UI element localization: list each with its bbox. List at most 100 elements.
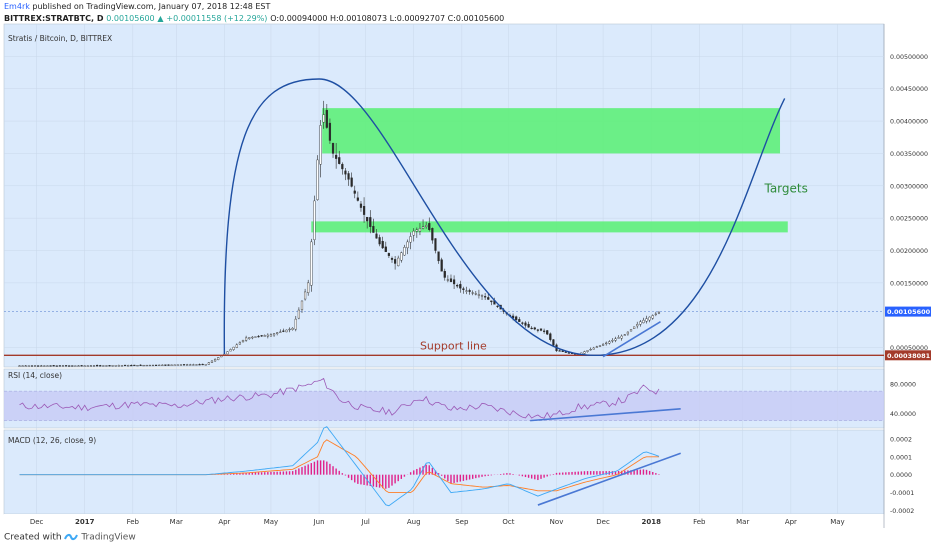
candle-body bbox=[117, 365, 120, 367]
x-tick-label: Dec bbox=[30, 518, 44, 526]
candle-body bbox=[294, 318, 297, 330]
x-tick-label: Nov bbox=[550, 518, 564, 526]
candle-body bbox=[425, 225, 428, 228]
candle-body bbox=[552, 339, 555, 346]
candle-body bbox=[83, 365, 86, 367]
candle-body bbox=[480, 295, 484, 297]
candle-body bbox=[123, 364, 127, 367]
candle-body bbox=[238, 342, 242, 345]
candle-body bbox=[201, 363, 204, 366]
x-tick-label: Apr bbox=[785, 518, 797, 526]
up-arrow-icon: ▲ bbox=[157, 14, 164, 23]
projection-curve bbox=[223, 78, 786, 357]
macd-pane-bg bbox=[3, 429, 885, 515]
candle-body bbox=[154, 364, 158, 366]
tradingview-brand[interactable]: TradingView bbox=[81, 532, 136, 543]
macd-y-tick-label: -0.0001 bbox=[890, 490, 914, 497]
x-tick-label: Aug bbox=[407, 518, 421, 526]
candle-body bbox=[49, 365, 52, 367]
candle-body bbox=[170, 364, 173, 366]
candle-body bbox=[496, 305, 499, 307]
candle-body bbox=[204, 364, 207, 366]
candle-body bbox=[55, 365, 58, 367]
candle-body bbox=[518, 319, 521, 322]
candle-body bbox=[645, 318, 648, 322]
candle-body bbox=[276, 332, 279, 334]
candle-body bbox=[229, 349, 232, 352]
candle-body bbox=[195, 364, 198, 366]
candle-body bbox=[648, 316, 651, 321]
candle-body bbox=[654, 313, 657, 315]
candle-body bbox=[18, 365, 21, 367]
candle-body bbox=[415, 229, 418, 232]
candle-body bbox=[474, 293, 477, 295]
chart-canvas[interactable]: Support line Targets Dec 2017 Feb Mar Apr May J… bbox=[0, 0, 932, 530]
x-tick-label: Dec bbox=[596, 518, 610, 526]
candle-body bbox=[558, 350, 561, 352]
candle-body bbox=[598, 345, 602, 348]
candle-body bbox=[96, 365, 99, 367]
last-price-tag bbox=[885, 306, 931, 317]
rsi-y-tick-label: 80.0000 bbox=[890, 381, 916, 388]
x-tick-label: Mar bbox=[170, 518, 183, 526]
y-tick-label: 0.00300000 bbox=[890, 183, 928, 190]
candle-body bbox=[546, 330, 549, 335]
candle-body bbox=[282, 330, 285, 332]
last-price-tag-text: 0.00105600 bbox=[887, 308, 931, 316]
publish-info: published on TradingView.com, January 07… bbox=[32, 2, 271, 11]
candle-body bbox=[319, 125, 322, 165]
rsi-band bbox=[4, 391, 884, 421]
macd-line bbox=[19, 426, 660, 507]
candle-body bbox=[366, 216, 369, 222]
candle-body bbox=[601, 344, 605, 346]
candle-body bbox=[52, 365, 55, 367]
main-pane-bg bbox=[3, 23, 885, 368]
macd-trendline bbox=[537, 452, 681, 506]
candle-body bbox=[561, 350, 564, 352]
candle-body bbox=[564, 351, 567, 353]
candle-body bbox=[167, 364, 170, 366]
candle-body bbox=[521, 322, 524, 324]
candle-body bbox=[192, 364, 195, 366]
candle-body bbox=[80, 365, 83, 367]
candle-body bbox=[43, 365, 46, 367]
macd-y-tick-label: 0.0002 bbox=[890, 436, 912, 443]
candle-body bbox=[536, 329, 539, 331]
macd-y-tick-label: 0.0000 bbox=[890, 472, 912, 479]
candle-body bbox=[651, 315, 654, 319]
candle-body bbox=[468, 290, 471, 292]
candle-body bbox=[151, 364, 155, 367]
x-tick-label: Feb bbox=[693, 518, 706, 526]
candle-body bbox=[362, 206, 366, 215]
support-price-tag-text: 0.00038081 bbox=[887, 352, 931, 360]
candle-body bbox=[235, 344, 238, 348]
candle-body bbox=[111, 365, 114, 367]
candle-body bbox=[384, 246, 387, 253]
candle-body bbox=[449, 278, 453, 282]
candle-body bbox=[543, 330, 546, 332]
author-link[interactable]: Em4rk bbox=[4, 2, 30, 11]
candle-body bbox=[176, 364, 179, 366]
x-tick-label: May bbox=[264, 518, 278, 526]
candle-body bbox=[583, 351, 586, 354]
price-trendline bbox=[602, 321, 661, 358]
candle-body bbox=[40, 365, 43, 367]
candle-body bbox=[189, 364, 192, 366]
candle-body bbox=[642, 319, 645, 324]
y-tick-label: 0.00500000 bbox=[890, 54, 928, 61]
candle-body bbox=[316, 159, 319, 200]
y-tick-label: 0.00450000 bbox=[890, 86, 928, 93]
candle-body bbox=[61, 365, 65, 367]
candle-body bbox=[446, 279, 449, 281]
candle-body bbox=[592, 347, 595, 350]
candle-body bbox=[567, 352, 571, 354]
x-tick-label: May bbox=[830, 518, 844, 526]
candle-body bbox=[428, 223, 431, 230]
candle-body bbox=[198, 364, 201, 366]
candle-body bbox=[21, 365, 24, 367]
candle-body bbox=[254, 336, 257, 338]
ticker-symbol: BITTREX:STRATBTC, D bbox=[4, 14, 104, 23]
candle-body bbox=[335, 154, 338, 159]
price-change: +0.00011558 (+12.29%) bbox=[166, 14, 268, 23]
candle-body bbox=[549, 333, 552, 340]
